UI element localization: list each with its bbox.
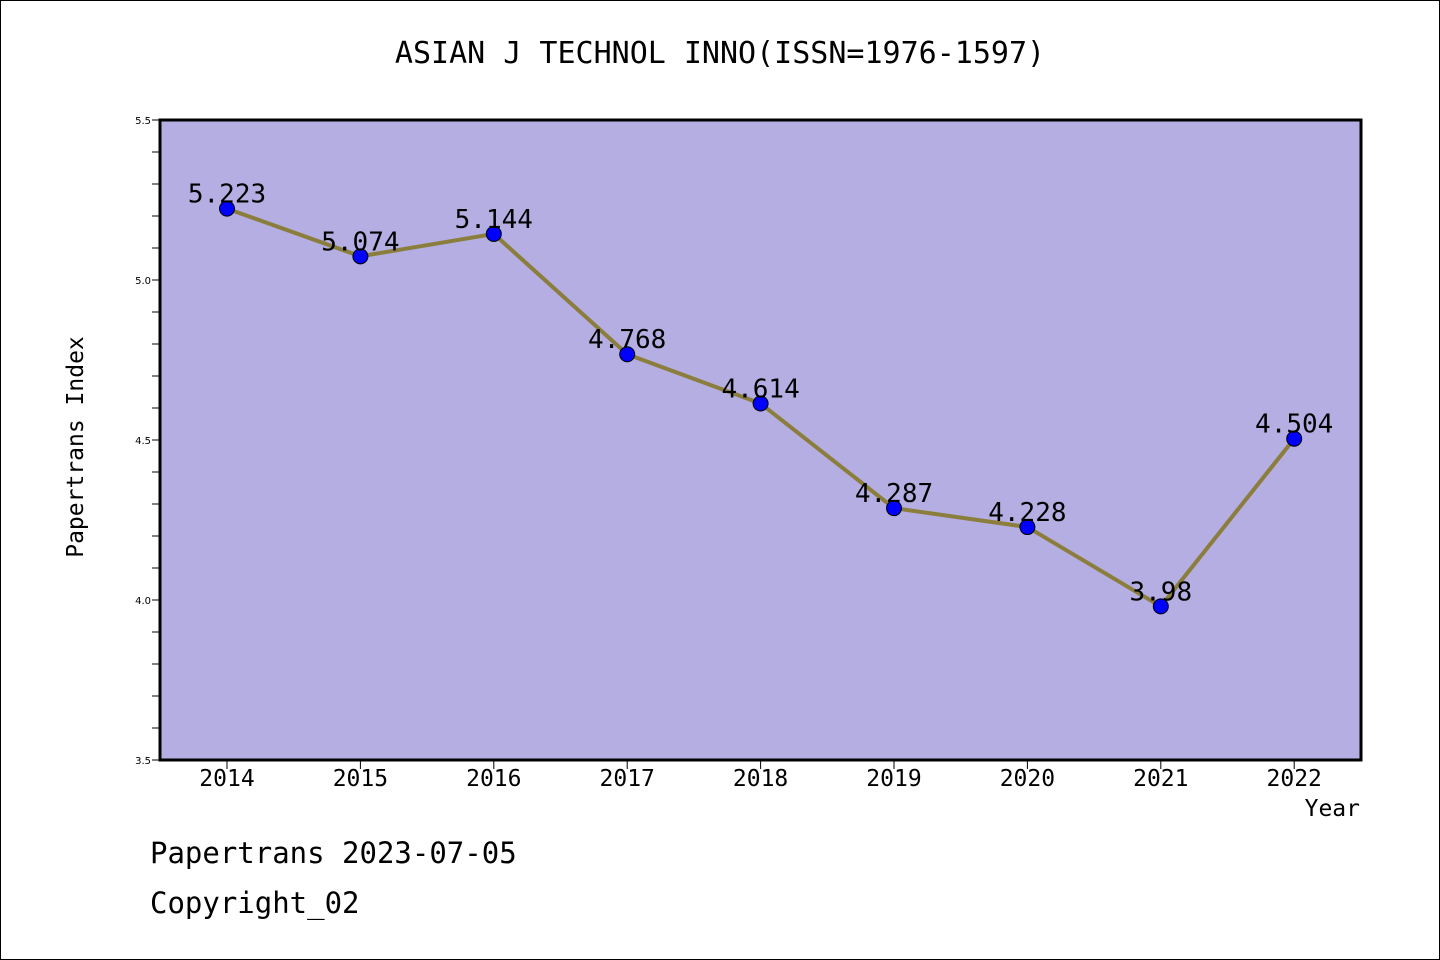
y-tick-label: 4.5 <box>135 436 151 447</box>
data-point <box>1152 598 1169 615</box>
x-tick-label: 2017 <box>600 766 655 792</box>
x-tick-label: 2019 <box>866 766 921 792</box>
y-tick-label: 4.0 <box>135 596 151 607</box>
y-tick-label: 5.5 <box>135 116 151 127</box>
data-label: 5.144 <box>455 205 533 235</box>
data-label: 5.223 <box>188 180 266 210</box>
x-tick-label: 2016 <box>466 766 521 792</box>
data-label: 5.074 <box>321 227 399 257</box>
data-label: 4.228 <box>988 498 1066 528</box>
data-label: 4.768 <box>588 325 666 355</box>
y-axis-label: Papertrans Index <box>63 336 89 558</box>
data-point <box>219 200 235 217</box>
x-tick-label: 2014 <box>199 766 254 792</box>
chart-title: ASIAN J TECHNOL INNO(ISSN=1976-1597) <box>394 36 1046 71</box>
data-point <box>619 346 636 363</box>
data-label: 4.614 <box>721 375 799 405</box>
x-tick-label: 2020 <box>1000 766 1055 792</box>
data-label: 4.504 <box>1255 410 1333 440</box>
x-axis-label: Year <box>1304 796 1360 822</box>
x-tick-label: 2022 <box>1267 766 1322 792</box>
data-point <box>485 225 502 242</box>
x-tick-label: 2018 <box>733 766 788 792</box>
data-label: 3.98 <box>1129 577 1192 607</box>
y-tick-label: 3.5 <box>135 756 151 767</box>
x-tick-label: 2015 <box>333 766 388 792</box>
data-point <box>886 500 902 517</box>
footer-copyright: Copyright_02 <box>150 886 360 920</box>
plot-area <box>158 118 1363 762</box>
data-point <box>1019 519 1036 536</box>
data-point <box>752 395 769 412</box>
x-tick-label: 2021 <box>1133 766 1188 792</box>
data-point <box>352 248 369 265</box>
y-tick-label: 5.0 <box>135 276 151 287</box>
footer-date: Papertrans 2023-07-05 <box>150 836 517 870</box>
data-point <box>1286 430 1303 447</box>
data-label: 4.287 <box>855 479 933 509</box>
